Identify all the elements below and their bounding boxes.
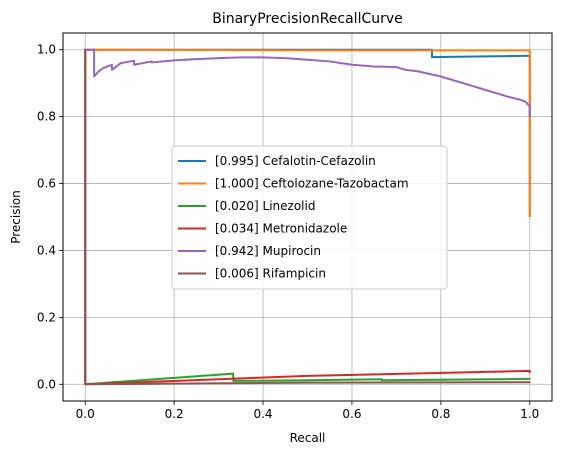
legend-entry-label: [0.006] Rifampicin: [215, 267, 326, 281]
legend-entry-label: [0.942] Mupirocin: [215, 244, 321, 258]
legend-entry-label: [1.000] Ceftolozane-Tazobactam: [215, 177, 409, 191]
y-tick-label: 0.8: [37, 110, 56, 124]
series-line-4: [84, 48, 531, 385]
x-axis-label: Recall: [290, 431, 326, 445]
legend-entry-label: [0.995] Cefalotin-Cefazolin: [215, 154, 376, 168]
y-tick-label: 0.6: [37, 177, 56, 191]
y-tick-label: 1.0: [37, 43, 56, 57]
y-tick-label: 0.0: [37, 377, 56, 391]
y-axis-label: Precision: [9, 190, 23, 244]
x-tick-label: 0.2: [165, 407, 184, 421]
x-tick-label: 0.4: [253, 407, 272, 421]
legend: [0.995] Cefalotin-Cefazolin [1.000] Cefto…: [171, 145, 448, 290]
series-lines: [84, 48, 531, 386]
chart-title: BinaryPrecisionRecallCurve: [212, 11, 403, 27]
axis-ticks: 0.0 0.2 0.4 0.6 0.8 1.0 0.0 0.2 0.4 0.6 0.8 1.0: [37, 43, 539, 421]
series-line-5: [84, 48, 531, 386]
legend-box: [171, 145, 448, 290]
y-tick-label: 0.2: [37, 310, 56, 324]
legend-entry-label: [0.020] Linezolid: [215, 199, 315, 213]
x-tick-label: 0.6: [342, 407, 361, 421]
x-tick-label: 0.0: [76, 407, 95, 421]
legend-entry-label: [0.034] Metronidazole: [215, 222, 347, 236]
plot-frame: [62, 32, 553, 402]
series-line-3: [85, 369, 531, 386]
x-tick-label: 0.8: [431, 407, 450, 421]
x-tick-label: 1.0: [520, 407, 539, 421]
series-line-2: [85, 372, 531, 386]
y-tick-label: 0.4: [37, 243, 56, 257]
